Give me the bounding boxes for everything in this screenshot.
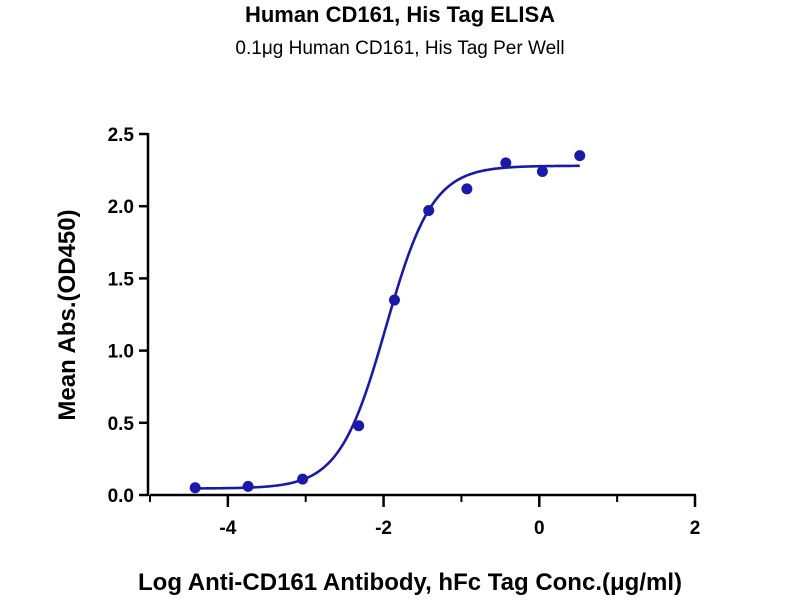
data-point: [242, 480, 254, 492]
data-point: [574, 150, 586, 162]
y-tick-label: 0.0: [108, 486, 134, 507]
data-point: [461, 183, 473, 195]
data-point: [423, 205, 435, 217]
y-tick-label: 1.0: [108, 342, 134, 363]
data-point: [536, 166, 548, 178]
fit-curve: [195, 164, 580, 490]
x-tick-label: 0: [534, 518, 545, 539]
y-tick-label: 2.0: [108, 197, 134, 218]
y-tick-label: 0.5: [108, 414, 135, 435]
data-points-layer: [189, 150, 586, 494]
y-axis: 0.0 0.5 1.0 1.5 2.0 2.5: [108, 125, 150, 507]
data-point: [297, 473, 309, 485]
y-tick-label: 1.5: [108, 269, 135, 290]
x-axis-label: Log Anti-CD161 Antibody, hFc Tag Conc.(μ…: [138, 569, 682, 596]
chart-title: Human CD161, His Tag ELISA: [244, 2, 556, 27]
x-tick-label: -2: [375, 518, 392, 539]
chart-subtitle: 0.1μg Human CD161, His Tag Per Well: [235, 38, 565, 59]
data-point: [189, 482, 201, 494]
data-point: [388, 294, 400, 306]
data-point: [353, 420, 365, 432]
y-axis-label: Mean Abs.(OD450): [54, 209, 81, 420]
fit-curve-layer: [195, 164, 580, 490]
data-point: [500, 157, 512, 169]
x-axis: -4 -2 0 2: [149, 493, 701, 539]
x-tick-label: -4: [219, 518, 236, 539]
y-tick-label: 2.5: [108, 125, 135, 146]
x-tick-label: 2: [690, 518, 701, 539]
